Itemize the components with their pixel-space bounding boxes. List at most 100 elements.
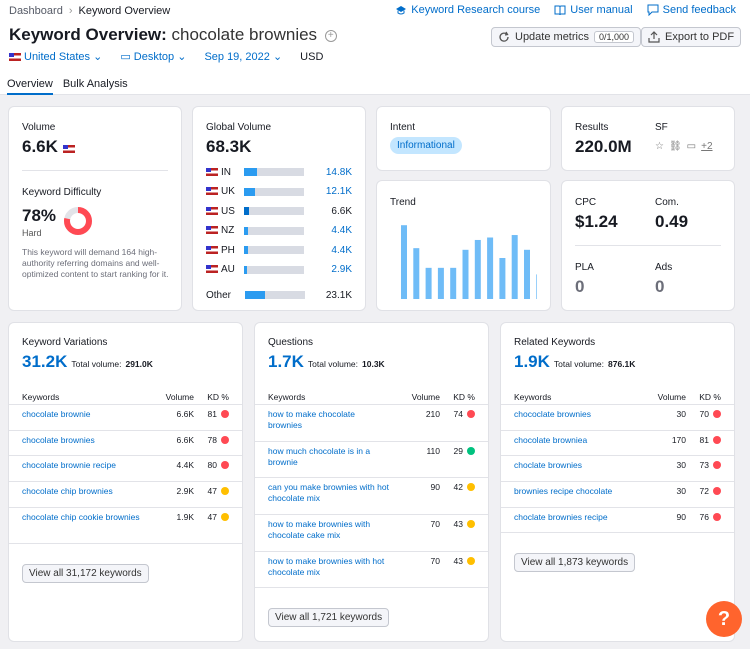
table-row: chocolate brownie 6.6K 81: [9, 405, 242, 431]
keyword-link[interactable]: how to make chocolate brownies: [268, 409, 355, 430]
table-row: choclate brownies 30 73: [501, 456, 734, 483]
page-title-keyword: chocolate brownies: [171, 25, 318, 44]
view-all-button[interactable]: View all 31,172 keywords: [22, 564, 149, 583]
date-select-label: Sep 19, 2022: [204, 51, 270, 63]
keywords-table: Keywords Volume KD % chococlate brownies 30 7…: [501, 390, 734, 534]
table-row: how to make brownies with hot chocolate …: [255, 552, 488, 589]
keyword-volume: 110: [426, 445, 440, 456]
country-code-label: NZ: [221, 225, 235, 236]
keyword-kd: 74: [440, 405, 475, 419]
help-button[interactable]: ?: [706, 601, 742, 637]
kd-dot-icon: [713, 487, 721, 496]
keyword-volume: 30: [676, 460, 686, 471]
keyword-link[interactable]: brownies recipe chocolate: [514, 486, 613, 497]
view-all-button[interactable]: View all 1,721 keywords: [268, 608, 390, 627]
volume-share-fill: [244, 246, 249, 254]
country-volume[interactable]: 12.1K: [325, 186, 352, 197]
col-kd: KD %: [207, 392, 229, 402]
volume-share-fill: [245, 291, 265, 299]
kd-value: 70: [699, 409, 709, 419]
country-volume[interactable]: 2.9K: [331, 264, 352, 275]
feedback-link[interactable]: Send feedback: [647, 4, 736, 16]
cpc-card: CPC $1.24 Com. 0.49 PLA 0 Ads 0: [561, 180, 735, 311]
trend-bar: [401, 225, 407, 299]
table-row: how much chocolate is in a brownie 110 29: [255, 442, 488, 479]
global-volume-row: NZ 4.4K: [206, 225, 352, 237]
global-volume-row: IN 14.8K: [206, 166, 352, 178]
country-code: AU: [206, 264, 236, 275]
tab-bulk-analysis[interactable]: Bulk Analysis: [62, 78, 128, 90]
keyword-kd: 47: [194, 508, 229, 522]
country-volume[interactable]: 4.4K: [331, 244, 352, 256]
keyword-link[interactable]: how to make brownies with hot chocolate …: [268, 555, 385, 577]
keyword-link[interactable]: can you make brownies with hot chocolate…: [268, 482, 389, 504]
sf-more[interactable]: +2: [701, 141, 713, 152]
country-volume[interactable]: 14.8K: [325, 166, 352, 178]
table-row: how to make chocolate brownies 210 74: [255, 405, 488, 442]
global-volume-row: US 6.6K: [206, 205, 352, 217]
col-volume: Volume: [657, 392, 686, 402]
add-to-list-icon[interactable]: +: [324, 30, 337, 42]
view-all-button[interactable]: View all 1,873 keywords: [514, 553, 636, 572]
col-keywords: Keywords: [22, 392, 60, 402]
tabs: Overview Bulk Analysis: [7, 78, 128, 95]
keyword-link[interactable]: chocolate browniea: [514, 434, 588, 445]
card-title: Questions: [268, 337, 314, 348]
country-code-label: US: [221, 205, 235, 217]
card-count-row: 1.9K Total volume: 876.1K: [514, 352, 635, 372]
tab-overview[interactable]: Overview: [7, 78, 53, 95]
keyword-link[interactable]: choclate brownies: [514, 460, 583, 471]
table-row: chocolate brownie recipe 4.4K 80: [9, 456, 242, 483]
keyword-link[interactable]: chocolate brownie recipe: [22, 460, 117, 471]
device-select[interactable]: ▭ Desktop ⌄: [120, 51, 187, 63]
kd-value: 74: [453, 409, 463, 419]
keyword-link[interactable]: chocolate chip brownies: [22, 486, 113, 497]
volume-number: 6.6K: [22, 137, 58, 156]
kd-dot-icon: [467, 556, 475, 565]
trend-bar: [474, 239, 481, 299]
country-select[interactable]: United States ⌄: [9, 50, 102, 63]
keyword-link[interactable]: choclate brownies recipe: [514, 511, 608, 522]
keyword-variations-card: Keyword Variations 31.2K Total volume: 291.…: [8, 322, 243, 642]
keyword-link[interactable]: chocolate brownies: [22, 434, 95, 445]
keyword-link[interactable]: how much chocolate is in a brownie: [268, 445, 371, 467]
country-volume[interactable]: 4.4K: [331, 225, 352, 236]
keyword-link[interactable]: chocolate brownie: [22, 409, 91, 419]
results-value: 220.0M: [575, 137, 632, 156]
keyword-link[interactable]: chococlate brownies: [514, 409, 592, 419]
divider: [575, 245, 721, 246]
manual-link[interactable]: User manual: [554, 4, 633, 16]
date-select[interactable]: Sep 19, 2022 ⌄: [204, 51, 283, 63]
update-metrics-button[interactable]: Update metrics 0/1,000: [491, 27, 642, 47]
nz-flag-icon: [206, 226, 218, 234]
keyword-kd: 80: [194, 456, 229, 470]
kd-dot-icon: [467, 410, 475, 418]
top-bar: Dashboard › Keyword Overview Keyword Res…: [0, 0, 750, 95]
course-link[interactable]: Keyword Research course: [395, 4, 540, 16]
volume-share-bar: [244, 187, 304, 196]
trend-bar: [425, 267, 432, 299]
global-volume-value: 68.3K: [206, 137, 252, 156]
col-volume: Volume: [411, 392, 440, 402]
trend-bar: [450, 267, 457, 299]
currency-label: USD: [300, 50, 324, 63]
kd-value: 29: [453, 445, 463, 456]
chat-bubble-icon: [647, 4, 659, 16]
country-code: Other: [206, 290, 245, 301]
table-header: Keywords Volume KD %: [501, 390, 734, 405]
export-pdf-button[interactable]: Export to PDF: [641, 27, 742, 47]
update-metrics-label: Update metrics: [515, 31, 589, 43]
total-volume-value: 10.3K: [362, 359, 385, 369]
kd-donut-chart: [64, 207, 92, 235]
kd-dot-icon: [713, 512, 721, 521]
total-volume-value: 291.0K: [125, 359, 153, 369]
keyword-link[interactable]: how to make brownies with chocolate cake…: [268, 519, 371, 541]
country-volume[interactable]: 6.6K: [331, 205, 352, 217]
keyword-volume: 2.9K: [176, 486, 195, 497]
trend-bar: [536, 274, 537, 299]
kd-level: Hard: [22, 228, 42, 238]
keyword-link[interactable]: chocolate chip cookie brownies: [22, 511, 140, 522]
card-title: Related Keywords: [514, 337, 596, 348]
volume-share-fill: [244, 226, 249, 235]
breadcrumb-dashboard[interactable]: Dashboard: [9, 5, 63, 17]
